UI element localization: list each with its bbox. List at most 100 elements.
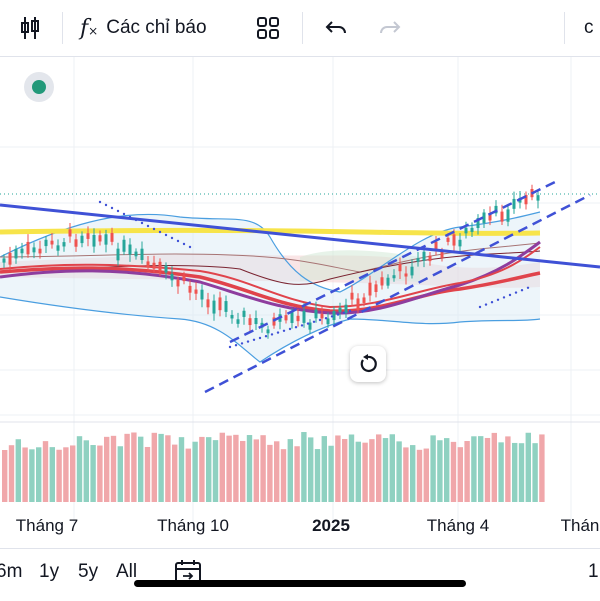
- sar-dot: [152, 227, 156, 231]
- volume-bar: [396, 441, 402, 502]
- sar-dot: [514, 291, 518, 294]
- sar-dot: [330, 315, 334, 318]
- volume-bar: [369, 439, 375, 502]
- candle-body: [224, 301, 228, 312]
- range-5y[interactable]: 5y: [78, 561, 99, 582]
- layout-grid-icon[interactable]: [252, 0, 284, 56]
- chart-canvas[interactable]: Tháng 7 Tháng 10 2025 Tháng 4 Thán: [0, 57, 600, 540]
- range-all[interactable]: All: [116, 561, 138, 582]
- sar-dot: [478, 305, 482, 309]
- volume-bar: [138, 436, 144, 502]
- candle-body: [86, 233, 90, 239]
- range-6m[interactable]: 6m: [0, 561, 23, 582]
- candle-body: [218, 297, 222, 311]
- volume-bar: [76, 436, 83, 502]
- cloud-area-green: [300, 250, 420, 282]
- channel-line-lower: [204, 193, 591, 394]
- indicators-button[interactable]: f× Các chỉ báo: [80, 0, 230, 56]
- sar-dot: [110, 206, 114, 210]
- time-axis-label: Tháng 10: [157, 516, 229, 535]
- sar-dot: [98, 200, 102, 204]
- candle-body: [338, 307, 342, 312]
- volume-bar: [532, 443, 538, 502]
- ichimoku-cloud: [0, 250, 540, 288]
- volume-bar: [491, 432, 497, 502]
- sar-dot: [270, 333, 274, 336]
- range-1y[interactable]: 1y: [39, 561, 60, 582]
- volume-bar: [308, 437, 314, 502]
- volume-bar: [437, 440, 443, 502]
- candle-body: [308, 322, 312, 330]
- candle-body: [488, 212, 492, 221]
- volume-bar: [90, 445, 96, 502]
- sar-dot: [294, 326, 298, 329]
- volume-bar: [158, 433, 164, 502]
- candle-body: [128, 244, 132, 255]
- status-indicator[interactable]: [24, 72, 54, 102]
- sar-dot: [140, 221, 144, 225]
- bollinger-bands: [0, 211, 541, 363]
- volume-bar: [219, 432, 225, 502]
- volume-bar: [274, 441, 280, 502]
- sar-dot: [104, 203, 108, 207]
- sar-dot: [228, 345, 232, 349]
- parabolic-sar: [98, 200, 530, 349]
- candle-body: [392, 275, 396, 279]
- candle-body: [158, 261, 162, 272]
- candle-body: [362, 297, 366, 303]
- candle-body: [104, 234, 108, 245]
- sar-dot: [312, 320, 316, 323]
- candle-body: [296, 315, 300, 322]
- candle-body: [494, 205, 498, 214]
- volume-bar: [518, 443, 525, 502]
- volume-bar: [151, 432, 157, 502]
- volume-bar: [457, 447, 463, 502]
- candle-body: [68, 229, 72, 237]
- candle-body: [506, 209, 510, 222]
- sar-dot: [158, 230, 162, 234]
- status-dot-icon: [32, 80, 46, 94]
- candle-body: [92, 234, 96, 247]
- volume-bar: [539, 434, 545, 502]
- candle-body: [512, 198, 516, 209]
- candle-body: [470, 227, 474, 232]
- candle-body: [386, 277, 390, 286]
- volume-bar: [199, 436, 205, 502]
- candle-body: [50, 240, 54, 245]
- candle-body: [122, 239, 126, 252]
- candle-body: [254, 317, 258, 325]
- sar-dot: [264, 335, 268, 338]
- sar-dot: [490, 301, 494, 304]
- band-upper: [0, 211, 541, 293]
- reset-chart-button[interactable]: [350, 346, 386, 382]
- trend-lines: [0, 180, 600, 394]
- volume-bar: [294, 446, 300, 502]
- volume-bar: [185, 448, 191, 502]
- candle-body: [32, 247, 36, 253]
- redo-icon[interactable]: [374, 0, 406, 56]
- candle-body: [524, 194, 528, 205]
- volume-bar: [512, 442, 518, 502]
- volume-bar: [131, 432, 137, 502]
- volume-bar: [410, 445, 416, 502]
- volume-bar: [165, 435, 171, 502]
- candle-body: [428, 255, 432, 262]
- sar-dot: [276, 331, 280, 334]
- sar-dot: [234, 344, 238, 347]
- candle-body: [314, 309, 318, 319]
- price-chart[interactable]: Tháng 7 Tháng 10 2025 Tháng 4 Thán: [0, 57, 600, 540]
- candle-body: [146, 261, 150, 268]
- sar-dot: [520, 289, 524, 292]
- time-axis-label: Thán: [561, 516, 600, 535]
- volume-bar: [124, 433, 130, 502]
- candle-body: [200, 289, 204, 300]
- candle-style-icon[interactable]: [12, 0, 48, 56]
- sar-dot: [176, 239, 180, 243]
- candle-body: [236, 319, 240, 324]
- volume-bar: [355, 441, 361, 502]
- home-indicator: [134, 580, 466, 587]
- candle-body: [350, 292, 354, 300]
- undo-icon[interactable]: [320, 0, 352, 56]
- volume-bar: [444, 438, 450, 502]
- candle-body: [284, 315, 288, 321]
